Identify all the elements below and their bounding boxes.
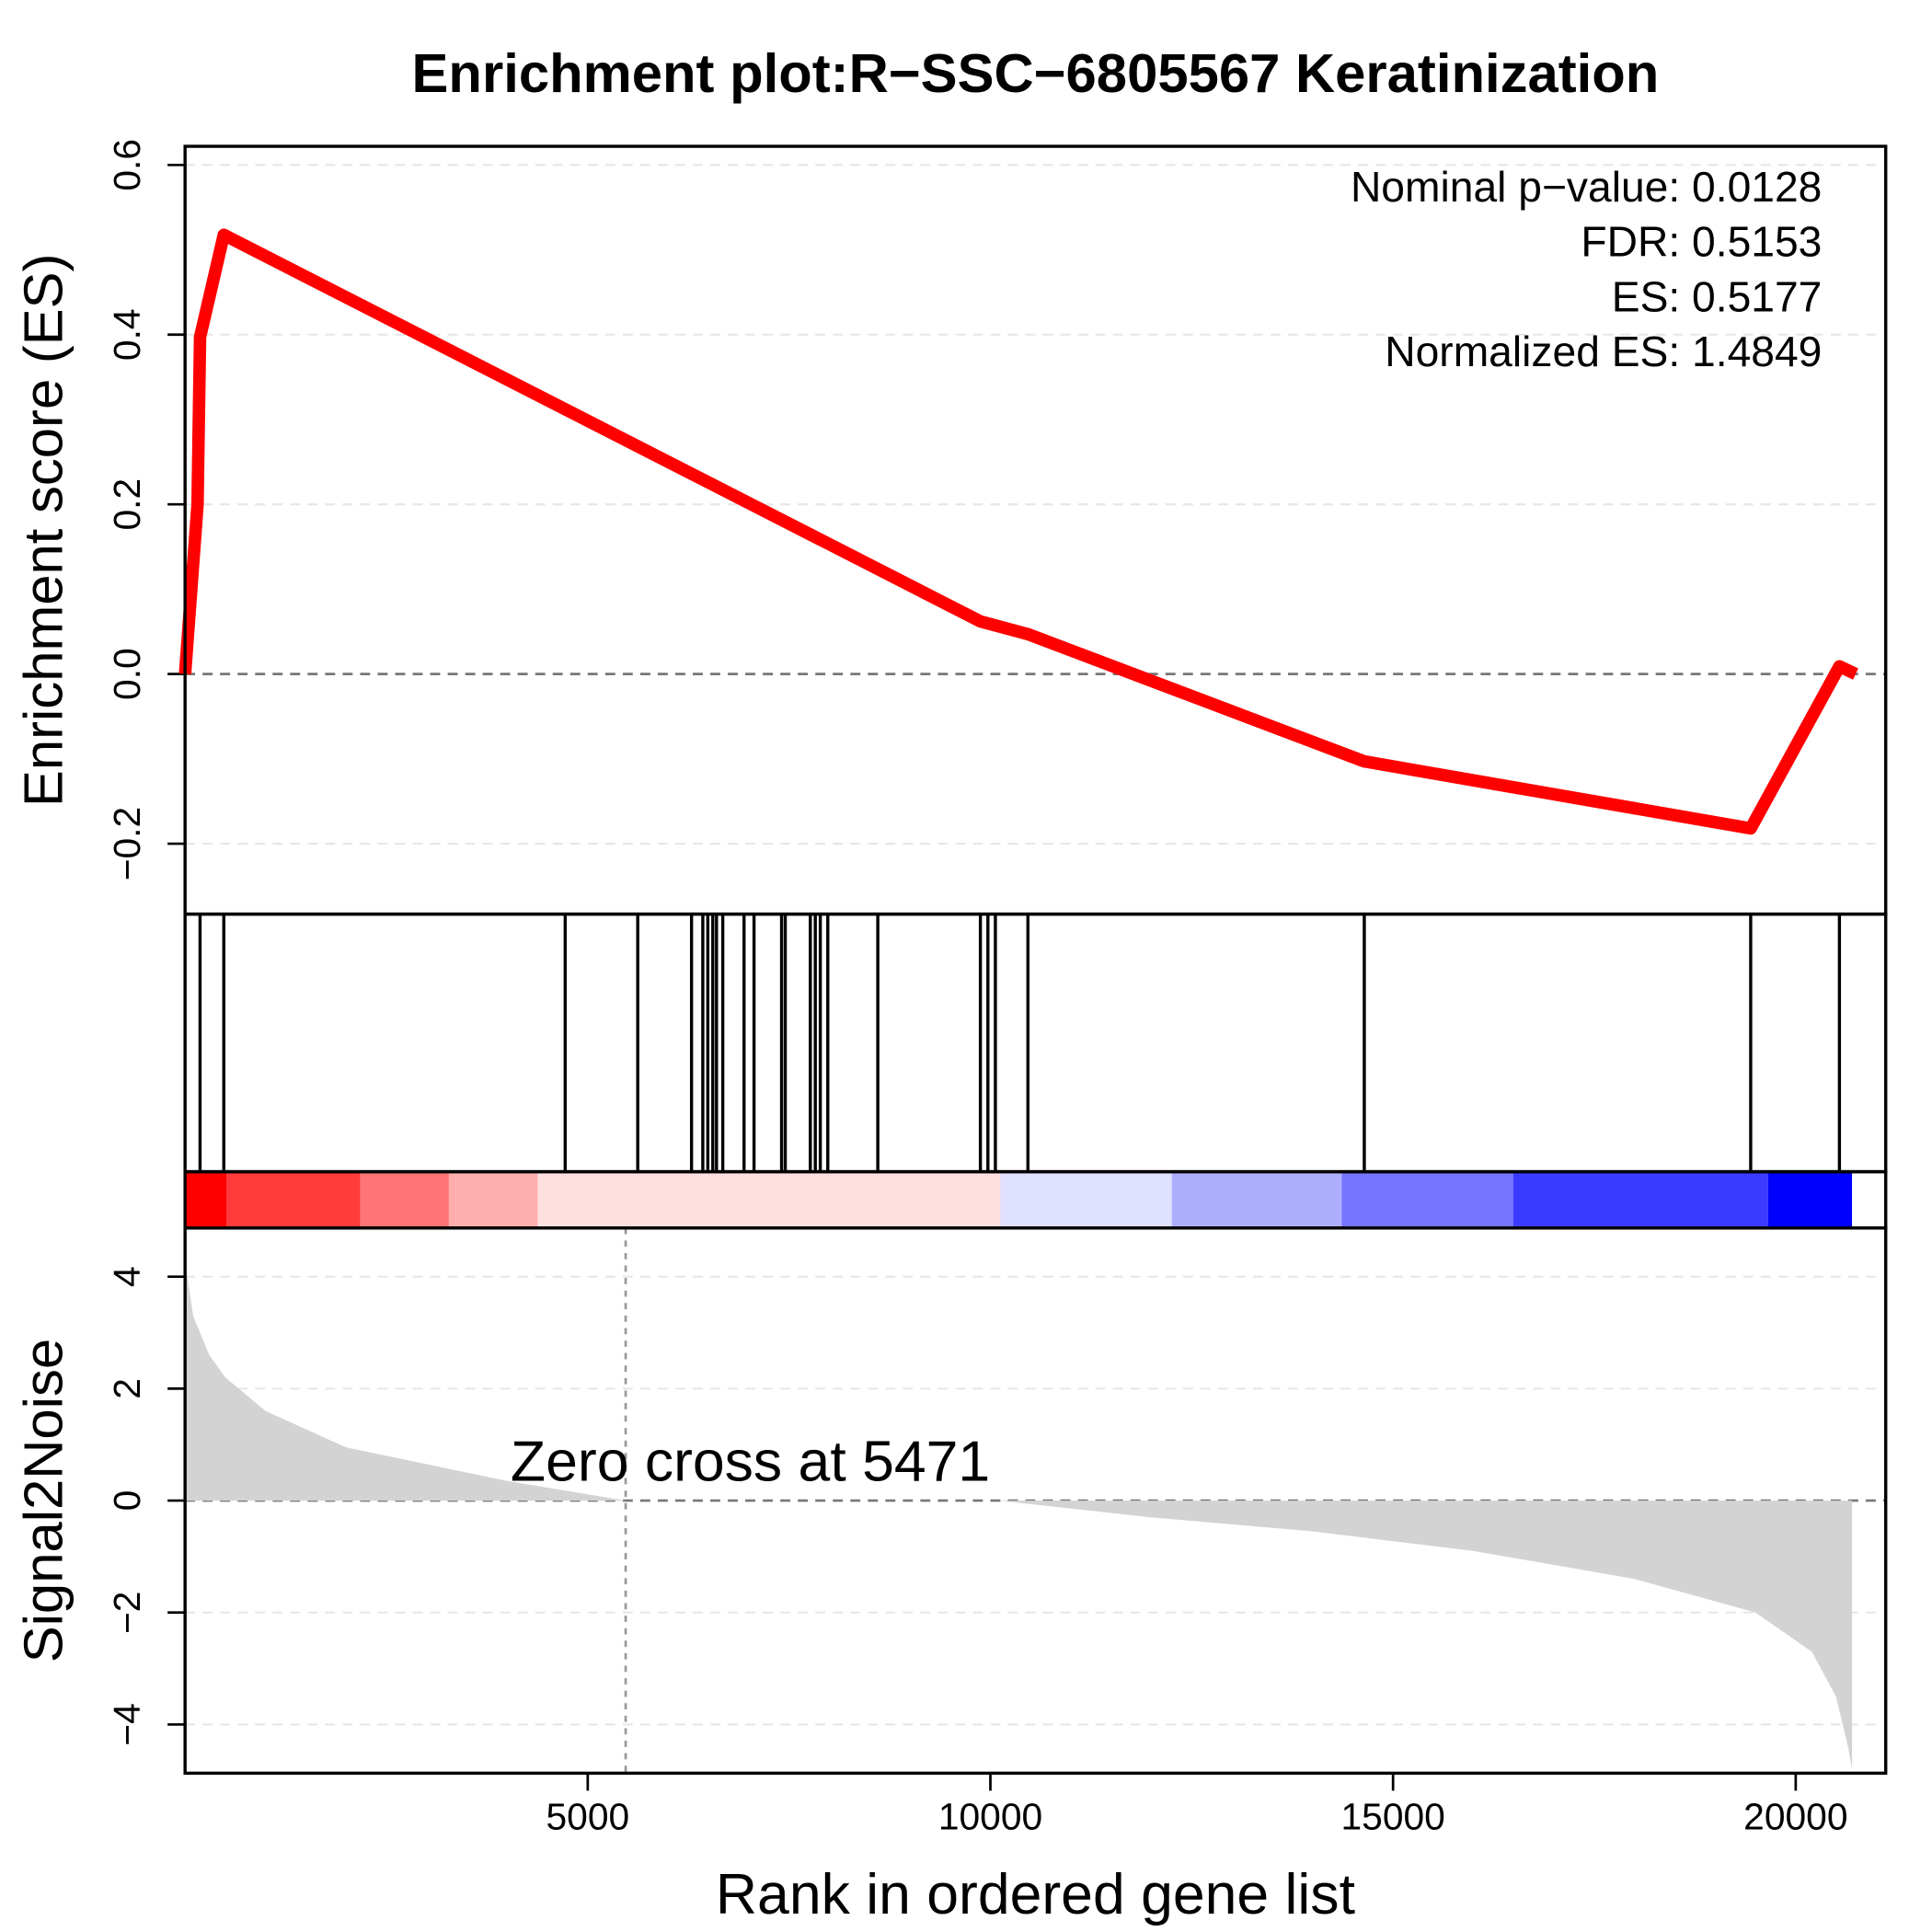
y-tick-label: −2 xyxy=(106,1592,148,1634)
color-segment xyxy=(1512,1171,1768,1228)
stat-label: Nominal p−value: 0.0128 xyxy=(1351,163,1822,211)
y-tick-label: 0.0 xyxy=(106,648,148,700)
y-tick-label: 4 xyxy=(106,1266,148,1287)
stat-label: FDR: 0.5153 xyxy=(1581,218,1822,266)
chart-title: Enrichment plot:R−SSC−6805567 Keratiniza… xyxy=(412,42,1660,104)
color-segment xyxy=(360,1171,449,1228)
x-tick-label: 5000 xyxy=(546,1795,629,1837)
y-tick-label: 0.4 xyxy=(106,308,148,361)
stat-label: ES: 0.5177 xyxy=(1612,272,1823,320)
color-segment xyxy=(1171,1171,1342,1228)
es-line xyxy=(178,228,1858,835)
x-axis-label: Rank in ordered gene list xyxy=(716,1862,1355,1926)
color-segment xyxy=(1341,1171,1513,1228)
stat-label: Normalized ES: 1.4849 xyxy=(1385,328,1822,375)
s2n-area xyxy=(185,1259,1853,1770)
y-tick-label: −4 xyxy=(106,1703,148,1745)
color-segment xyxy=(448,1171,538,1228)
y-tick-label: 0 xyxy=(106,1490,148,1512)
color-segment xyxy=(185,1171,226,1228)
x-tick-label: 15000 xyxy=(1340,1795,1444,1837)
color-segment xyxy=(1767,1171,1853,1228)
y-tick-label: 2 xyxy=(106,1378,148,1399)
x-tick-label: 20000 xyxy=(1743,1795,1847,1837)
y-axis-label: Enrichment score (ES) xyxy=(12,254,74,807)
color-segment xyxy=(1000,1171,1172,1228)
color-segment xyxy=(537,1171,1001,1228)
color-segment xyxy=(225,1171,361,1228)
zero-cross-label: Zero cross at 5471 xyxy=(511,1430,990,1494)
panel-frame xyxy=(183,1226,1888,1776)
y-tick-label: 0.2 xyxy=(106,478,148,531)
y-tick-label: −0.2 xyxy=(106,807,148,880)
y-axis-label: Signal2Noise xyxy=(12,1339,74,1662)
y-tick-label: 0.6 xyxy=(106,139,148,191)
x-tick-label: 10000 xyxy=(938,1795,1042,1837)
